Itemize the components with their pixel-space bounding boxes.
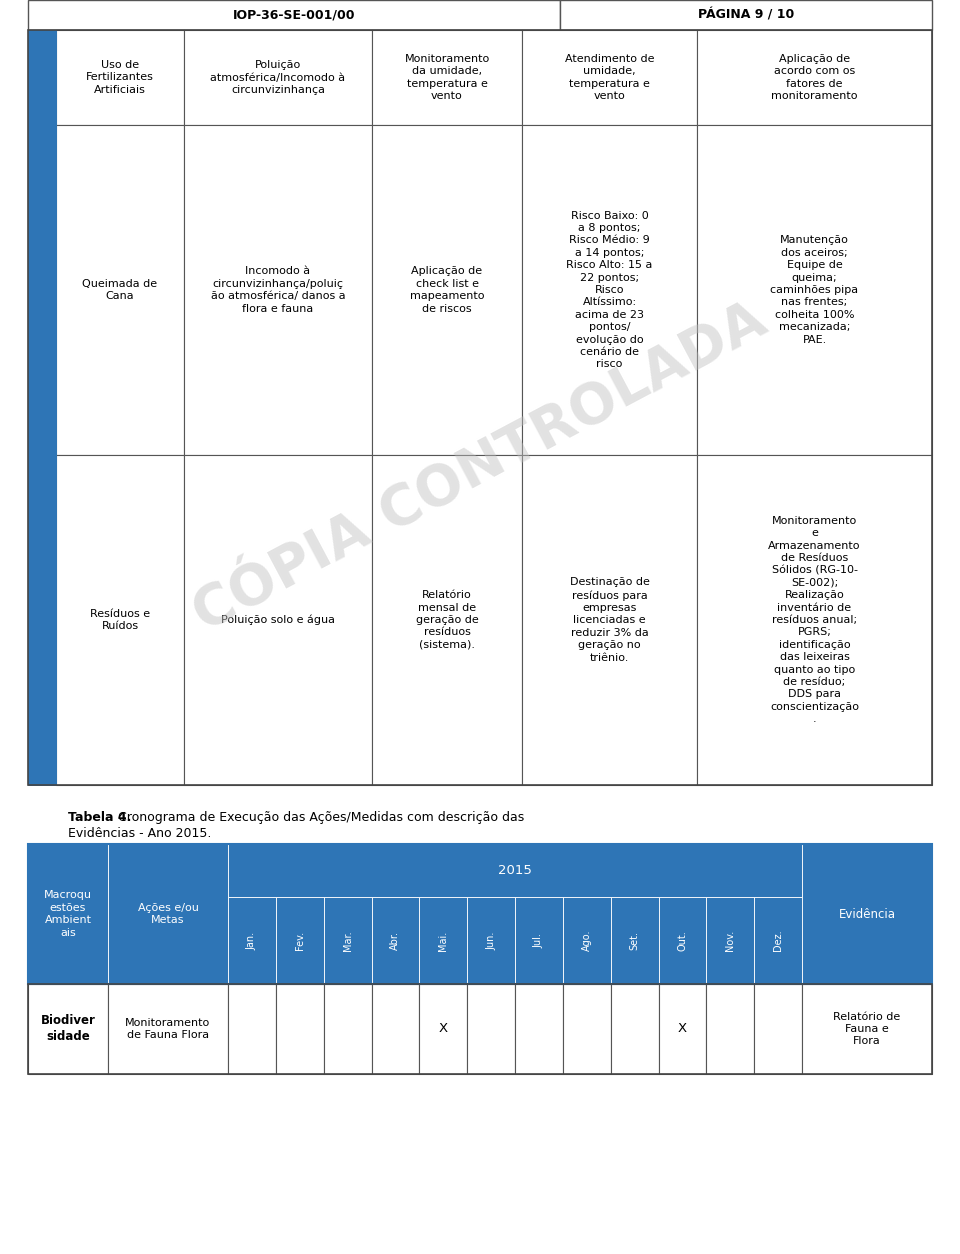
Bar (468, 897, 515, 984)
Bar (522, 30, 697, 125)
Bar (755, 897, 802, 984)
Text: Macroqu
estões
Ambient
ais: Macroqu estões Ambient ais (44, 890, 92, 938)
Text: Biodiver
sidade: Biodiver sidade (40, 1014, 95, 1043)
Bar (228, 844, 802, 897)
Text: X: X (678, 1022, 687, 1036)
Bar (56, 125, 184, 455)
Text: Ações e/ou
Metas: Ações e/ou Metas (137, 903, 199, 925)
Bar (228, 984, 276, 1073)
Bar (563, 984, 611, 1073)
Bar (108, 984, 228, 1073)
Bar (611, 897, 659, 984)
Text: Monitoramento
da umidade,
temperatura e
vento: Monitoramento da umidade, temperatura e … (404, 54, 490, 102)
Text: Ago.: Ago. (582, 929, 591, 952)
Bar (108, 844, 228, 984)
Bar (28, 30, 932, 785)
Bar (372, 984, 420, 1073)
Text: 2015: 2015 (498, 864, 532, 877)
Text: Evidência: Evidência (838, 908, 896, 920)
Bar (468, 984, 515, 1073)
Bar (659, 984, 707, 1073)
Text: Queimada de
Cana: Queimada de Cana (83, 278, 157, 301)
Bar (560, 0, 932, 30)
Bar (420, 984, 468, 1073)
Text: Aplicação de
acordo com os
fatores de
monitoramento: Aplicação de acordo com os fatores de mo… (771, 54, 857, 102)
Text: Nov.: Nov. (725, 930, 735, 951)
Bar (276, 897, 324, 984)
Bar (697, 30, 932, 125)
Bar (372, 125, 522, 455)
Bar (563, 897, 611, 984)
Text: Relatório de
Fauna e
Flora: Relatório de Fauna e Flora (833, 1012, 900, 1046)
Bar (697, 125, 932, 455)
Bar (420, 897, 468, 984)
Text: Mar.: Mar. (343, 930, 352, 951)
Bar (228, 897, 276, 984)
Bar (276, 984, 324, 1073)
Bar (755, 984, 802, 1073)
Bar (56, 455, 184, 785)
Text: Risco Baixo: 0
a 8 pontos;
Risco Médio: 9
a 14 pontos;
Risco Alto: 15 a
22 ponto: Risco Baixo: 0 a 8 pontos; Risco Médio: … (566, 211, 653, 370)
Text: Dez.: Dez. (773, 929, 783, 952)
Text: Jun.: Jun. (486, 932, 496, 949)
Bar (184, 125, 372, 455)
Text: Aplicação de
check list e
mapeamento
de riscos: Aplicação de check list e mapeamento de … (410, 266, 484, 314)
Text: PÁGINA 9 / 10: PÁGINA 9 / 10 (698, 9, 794, 21)
Bar (372, 455, 522, 785)
Text: Set.: Set. (630, 930, 639, 951)
Text: Relatório
mensal de
geração de
resíduos
(sistema).: Relatório mensal de geração de resíduos … (416, 591, 478, 650)
Bar (372, 30, 522, 125)
Text: Jul.: Jul. (534, 933, 544, 948)
Text: Poluição solo e água: Poluição solo e água (221, 614, 335, 626)
Bar (522, 125, 697, 455)
Text: Monitoramento
de Fauna Flora: Monitoramento de Fauna Flora (126, 1018, 210, 1041)
Bar (28, 0, 560, 30)
Text: Tabela 4.: Tabela 4. (68, 811, 132, 824)
Bar (184, 455, 372, 785)
Bar (697, 455, 932, 785)
Bar (515, 897, 563, 984)
Bar (28, 984, 108, 1073)
Text: Incomodo à
circunvizinhança/poluiç
ão atmosférica/ danos a
flora e fauna: Incomodo à circunvizinhança/poluiç ão at… (210, 266, 346, 314)
Bar (707, 984, 755, 1073)
Text: Destinação de
resíduos para
empresas
licenciadas e
reduzir 3% da
geração no
triê: Destinação de resíduos para empresas lic… (569, 578, 649, 662)
Bar (707, 897, 755, 984)
Bar (659, 897, 707, 984)
Text: Jan.: Jan. (247, 932, 257, 949)
Bar (611, 984, 659, 1073)
Bar (28, 30, 56, 785)
Bar (28, 844, 108, 984)
Text: Abr.: Abr. (391, 930, 400, 951)
Text: Uso de
Fertilizantes
Artificiais: Uso de Fertilizantes Artificiais (86, 60, 154, 95)
Bar (28, 984, 932, 1073)
Text: Cronograma de Execução das Ações/Medidas com descrição das: Cronograma de Execução das Ações/Medidas… (114, 811, 524, 824)
Text: Evidências - Ano 2015.: Evidências - Ano 2015. (68, 826, 211, 840)
Bar (515, 984, 563, 1073)
Text: Poluição
atmosférica/Incomodo à
circunvizinhança: Poluição atmosférica/Incomodo à circunvi… (210, 60, 346, 95)
Text: Mai.: Mai. (439, 930, 448, 951)
Text: Resíduos e
Ruídos: Resíduos e Ruídos (90, 608, 150, 631)
Bar (522, 455, 697, 785)
Text: IOP-36-SE-001/00: IOP-36-SE-001/00 (232, 9, 355, 21)
Bar (28, 30, 56, 785)
Text: X: X (439, 1022, 447, 1036)
Bar (372, 897, 420, 984)
Bar (184, 30, 372, 125)
Bar (56, 30, 184, 125)
Bar (802, 984, 932, 1073)
Text: Manutenção
dos aceiros;
Equipe de
queima;
caminhões pipa
nas frentes;
colheita 1: Manutenção dos aceiros; Equipe de queima… (771, 236, 858, 345)
Bar (324, 897, 372, 984)
Text: Out.: Out. (678, 930, 687, 951)
Bar (28, 844, 932, 984)
Text: Monitoramento
e
Armazenamento
de Resíduos
Sólidos (RG-10-
SE-002);
Realização
in: Monitoramento e Armazenamento de Resíduo… (768, 515, 861, 725)
Text: CÓPIA CONTROLADA: CÓPIA CONTROLADA (184, 293, 776, 642)
Bar (802, 844, 932, 984)
Text: Atendimento de
umidade,
temperatura e
vento: Atendimento de umidade, temperatura e ve… (564, 54, 655, 102)
Bar (324, 984, 372, 1073)
Text: Fev.: Fev. (295, 930, 304, 951)
